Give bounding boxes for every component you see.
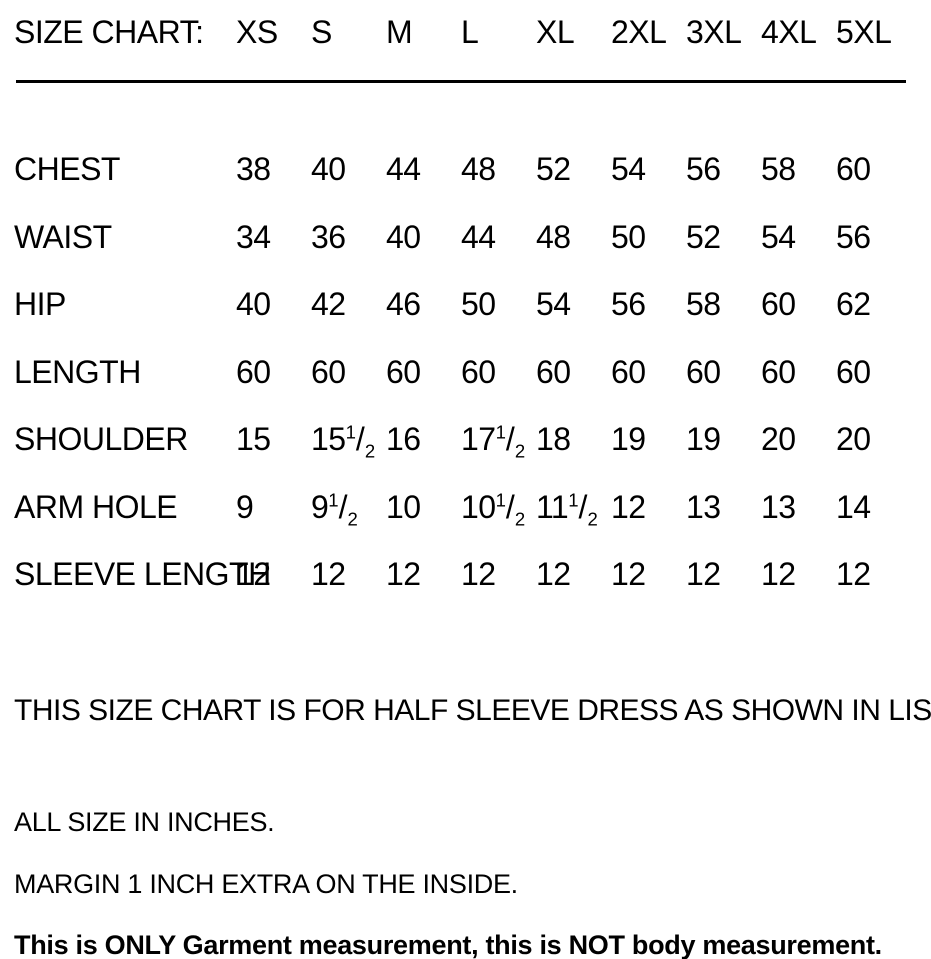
measurement-value-cell: 12 xyxy=(761,556,796,593)
measurement-value-cell: 54 xyxy=(761,218,796,255)
measurement-row-label: SLEEVE LENGTH xyxy=(14,556,271,593)
measurement-value-cell: 60 xyxy=(761,286,796,323)
size-header-cell: 2XL xyxy=(611,14,667,50)
measurement-row: CHEST 38 40 44 48 52 54 56 58 60 xyxy=(14,136,931,204)
measurement-row: SHOULDER 15 151/2 16 171/2 18 19 19 20 20 xyxy=(14,406,931,474)
measurement-value-cell: 20 xyxy=(761,421,796,458)
measurement-value-cell: 12 xyxy=(686,556,721,593)
header-divider xyxy=(16,80,906,83)
measurement-value-cell: 151/2 xyxy=(311,421,376,462)
measurement-value-cell: 12 xyxy=(611,488,646,525)
measurement-row: ARM HOLE 9 91/2 10 101/2 111/2 12 13 13 14 xyxy=(14,474,931,542)
measurement-value-cell: 60 xyxy=(536,353,571,390)
measurement-value-cell: 50 xyxy=(611,218,646,255)
measurement-value-cell: 16 xyxy=(386,421,421,458)
size-header-cell: L xyxy=(461,14,479,50)
measurement-value-cell: 42 xyxy=(311,286,346,323)
measurement-value-cell: 50 xyxy=(461,286,496,323)
measurement-value-cell: 48 xyxy=(536,218,571,255)
measurement-value-cell: 54 xyxy=(536,286,571,323)
measurement-value-cell: 60 xyxy=(311,353,346,390)
measurement-value-cell: 12 xyxy=(386,556,421,593)
measurement-value-cell: 60 xyxy=(611,353,646,390)
size-header-cell: 4XL xyxy=(761,14,817,50)
measurement-row-label: ARM HOLE xyxy=(14,488,178,525)
size-chart-header-row: SIZE CHART: XS S M L XL 2XL 3XL 4XL 5XL xyxy=(14,14,931,50)
measurement-row-label: WAIST xyxy=(14,218,112,255)
measurement-value-cell: 54 xyxy=(611,151,646,188)
measurement-value-cell: 58 xyxy=(761,151,796,188)
measurement-value-cell: 12 xyxy=(611,556,646,593)
measurement-value-cell: 56 xyxy=(686,151,721,188)
size-header-cell: 5XL xyxy=(836,14,892,50)
measurement-row-label: HIP xyxy=(14,286,66,323)
measurement-value-cell: 34 xyxy=(236,218,271,255)
measurement-value-cell: 9 xyxy=(236,488,254,525)
measurement-value-cell: 101/2 xyxy=(461,488,526,530)
measurement-value-cell: 18 xyxy=(536,421,571,458)
measurement-value-cell: 12 xyxy=(536,556,571,593)
measurement-value-cell: 40 xyxy=(311,151,346,188)
measurement-value-cell: 111/2 xyxy=(536,488,598,530)
measurement-value-cell: 12 xyxy=(311,556,346,593)
measurement-value-cell: 60 xyxy=(686,353,721,390)
measurement-value-cell: 48 xyxy=(461,151,496,188)
measurement-value-cell: 171/2 xyxy=(461,421,526,462)
measurement-value-cell: 60 xyxy=(236,353,271,390)
measurement-value-cell: 60 xyxy=(836,353,871,390)
measurement-row: HIP 40 42 46 50 54 56 58 60 62 xyxy=(14,271,931,339)
measurement-value-cell: 52 xyxy=(686,218,721,255)
size-header-cell: M xyxy=(386,14,413,50)
measurement-value-cell: 40 xyxy=(386,218,421,255)
measurement-value-cell: 60 xyxy=(461,353,496,390)
note-margin-inside: MARGIN 1 INCH EXTRA ON THE INSIDE. xyxy=(14,868,518,899)
measurement-value-cell: 14 xyxy=(836,488,871,525)
measurement-row: SLEEVE LENGTH 12 12 12 12 12 12 12 12 12 xyxy=(14,541,931,609)
measurement-value-cell: 40 xyxy=(236,286,271,323)
measurement-value-cell: 60 xyxy=(386,353,421,390)
measurement-row-label: SHOULDER xyxy=(14,421,188,458)
measurement-row-label: LENGTH xyxy=(14,353,141,390)
measurement-value-cell: 10 xyxy=(386,488,421,525)
note-all-size-in-inches: ALL SIZE IN INCHES. xyxy=(14,806,275,837)
size-chart-body: CHEST 38 40 44 48 52 54 56 58 60 WAIST 34 36 40 44 48 50… xyxy=(14,136,931,609)
size-chart-title: SIZE CHART: xyxy=(14,14,204,50)
measurement-value-cell: 91/2 xyxy=(311,488,358,530)
measurement-value-cell: 15 xyxy=(236,421,271,458)
size-header-cell: XL xyxy=(536,14,575,50)
measurement-value-cell: 56 xyxy=(836,218,871,255)
measurement-value-cell: 12 xyxy=(461,556,496,593)
size-header-cell: 3XL xyxy=(686,14,742,50)
measurement-value-cell: 12 xyxy=(836,556,871,593)
measurement-value-cell: 60 xyxy=(836,151,871,188)
measurement-value-cell: 13 xyxy=(761,488,796,525)
size-header-cell: S xyxy=(311,14,332,50)
measurement-value-cell: 44 xyxy=(461,218,496,255)
measurement-value-cell: 62 xyxy=(836,286,871,323)
measurement-value-cell: 20 xyxy=(836,421,871,458)
measurement-row-label: CHEST xyxy=(14,151,120,188)
measurement-row: LENGTH 60 60 60 60 60 60 60 60 60 xyxy=(14,339,931,407)
measurement-value-cell: 19 xyxy=(611,421,646,458)
measurement-value-cell: 60 xyxy=(761,353,796,390)
measurement-value-cell: 46 xyxy=(386,286,421,323)
measurement-value-cell: 56 xyxy=(611,286,646,323)
chart-note-heading: THIS SIZE CHART IS FOR HALF SLEEVE DRESS… xyxy=(14,693,931,727)
measurement-value-cell: 52 xyxy=(536,151,571,188)
measurement-value-cell: 12 xyxy=(236,556,271,593)
measurement-value-cell: 58 xyxy=(686,286,721,323)
measurement-value-cell: 19 xyxy=(686,421,721,458)
measurement-value-cell: 44 xyxy=(386,151,421,188)
note-garment-measurement: This is ONLY Garment measurement, this i… xyxy=(14,929,882,959)
measurement-value-cell: 13 xyxy=(686,488,721,525)
size-header-cell: XS xyxy=(236,14,278,50)
measurement-row: WAIST 34 36 40 44 48 50 52 54 56 xyxy=(14,204,931,272)
measurement-value-cell: 38 xyxy=(236,151,271,188)
measurement-value-cell: 36 xyxy=(311,218,346,255)
